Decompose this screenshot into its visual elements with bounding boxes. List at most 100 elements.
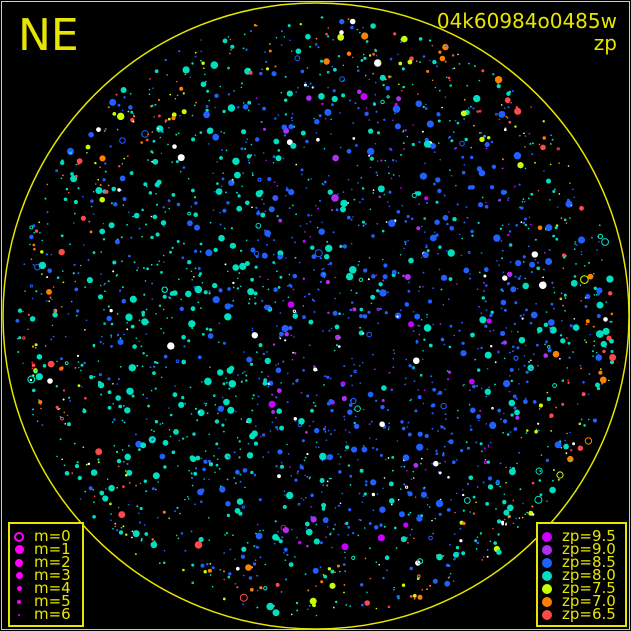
star-point xyxy=(120,366,122,368)
star-point xyxy=(162,439,169,446)
star-point xyxy=(190,270,193,273)
star-point xyxy=(142,393,144,396)
zp-marker-icon xyxy=(538,583,556,594)
star-point xyxy=(449,169,451,171)
star-point xyxy=(534,161,536,164)
star-point xyxy=(251,329,254,332)
star-point xyxy=(406,536,409,539)
star-point xyxy=(481,69,485,73)
star-point xyxy=(155,192,157,195)
star-point xyxy=(187,495,189,498)
star-point xyxy=(506,117,509,119)
star-point xyxy=(540,454,543,456)
star-point xyxy=(69,243,71,246)
star-point xyxy=(585,323,588,326)
star-point xyxy=(519,314,522,317)
star-point xyxy=(146,354,148,357)
star-point xyxy=(236,287,240,290)
star-point xyxy=(292,273,297,279)
star-point xyxy=(228,572,232,576)
star-point xyxy=(46,276,49,279)
star-point xyxy=(85,319,88,322)
star-point xyxy=(33,368,38,373)
star-point xyxy=(545,224,553,232)
star-point xyxy=(375,171,378,174)
star-point xyxy=(391,503,393,506)
star-point xyxy=(155,312,157,315)
star-point xyxy=(236,586,239,589)
star-point xyxy=(292,313,298,319)
star-point xyxy=(108,222,115,229)
star-point xyxy=(239,473,242,476)
star-point xyxy=(201,381,203,383)
star-point xyxy=(569,324,573,328)
star-point xyxy=(326,484,329,487)
star-point xyxy=(258,377,261,380)
star-point xyxy=(302,277,305,280)
star-point xyxy=(38,400,43,405)
star-point xyxy=(423,338,426,341)
star-point xyxy=(461,341,465,345)
star-point xyxy=(77,384,81,387)
star-point xyxy=(361,361,364,364)
star-point xyxy=(279,331,284,337)
star-point xyxy=(422,285,424,288)
star-point xyxy=(51,298,53,301)
star-point xyxy=(504,97,511,104)
star-point xyxy=(300,392,303,394)
star-point xyxy=(447,249,455,257)
star-point xyxy=(215,442,219,446)
star-point xyxy=(262,529,264,532)
star-point xyxy=(449,572,452,575)
star-point xyxy=(435,233,439,237)
star-point xyxy=(359,307,363,312)
star-point xyxy=(90,199,94,203)
star-point xyxy=(450,499,452,501)
star-point xyxy=(232,264,239,271)
star-point xyxy=(338,463,341,465)
star-point xyxy=(234,410,237,413)
star-point xyxy=(84,396,87,400)
star-point xyxy=(226,367,234,374)
star-point xyxy=(76,354,80,357)
star-point xyxy=(528,360,531,363)
star-point xyxy=(200,39,202,41)
star-point xyxy=(585,341,587,344)
star-point xyxy=(104,189,109,194)
star-point xyxy=(120,236,123,239)
star-point xyxy=(116,487,118,489)
star-point xyxy=(80,215,86,221)
star-point xyxy=(41,273,43,275)
star-point xyxy=(506,433,510,436)
star-point xyxy=(329,262,333,265)
star-point xyxy=(461,237,464,240)
star-point xyxy=(319,452,327,461)
star-point xyxy=(99,155,106,162)
star-point xyxy=(537,364,539,367)
star-point xyxy=(474,539,477,543)
star-point xyxy=(116,529,119,532)
star-point xyxy=(194,541,203,549)
star-point xyxy=(62,270,64,272)
star-point xyxy=(225,501,231,507)
star-point xyxy=(191,137,196,142)
zp-marker-icon xyxy=(538,557,556,568)
star-point xyxy=(596,287,603,294)
star-point xyxy=(276,408,283,415)
star-point xyxy=(549,326,551,329)
star-point xyxy=(302,467,304,470)
star-point xyxy=(92,489,95,491)
star-point xyxy=(551,281,554,284)
star-point xyxy=(426,313,428,316)
star-point xyxy=(283,36,286,38)
star-point xyxy=(53,308,58,313)
star-point xyxy=(280,462,283,464)
star-point xyxy=(470,332,475,338)
star-point xyxy=(546,397,551,401)
star-point xyxy=(546,500,548,503)
star-point xyxy=(329,377,332,380)
star-point xyxy=(387,201,389,203)
star-point xyxy=(18,336,22,340)
star-point xyxy=(109,309,113,313)
zp-legend-label: zp=9.0 xyxy=(562,540,616,558)
